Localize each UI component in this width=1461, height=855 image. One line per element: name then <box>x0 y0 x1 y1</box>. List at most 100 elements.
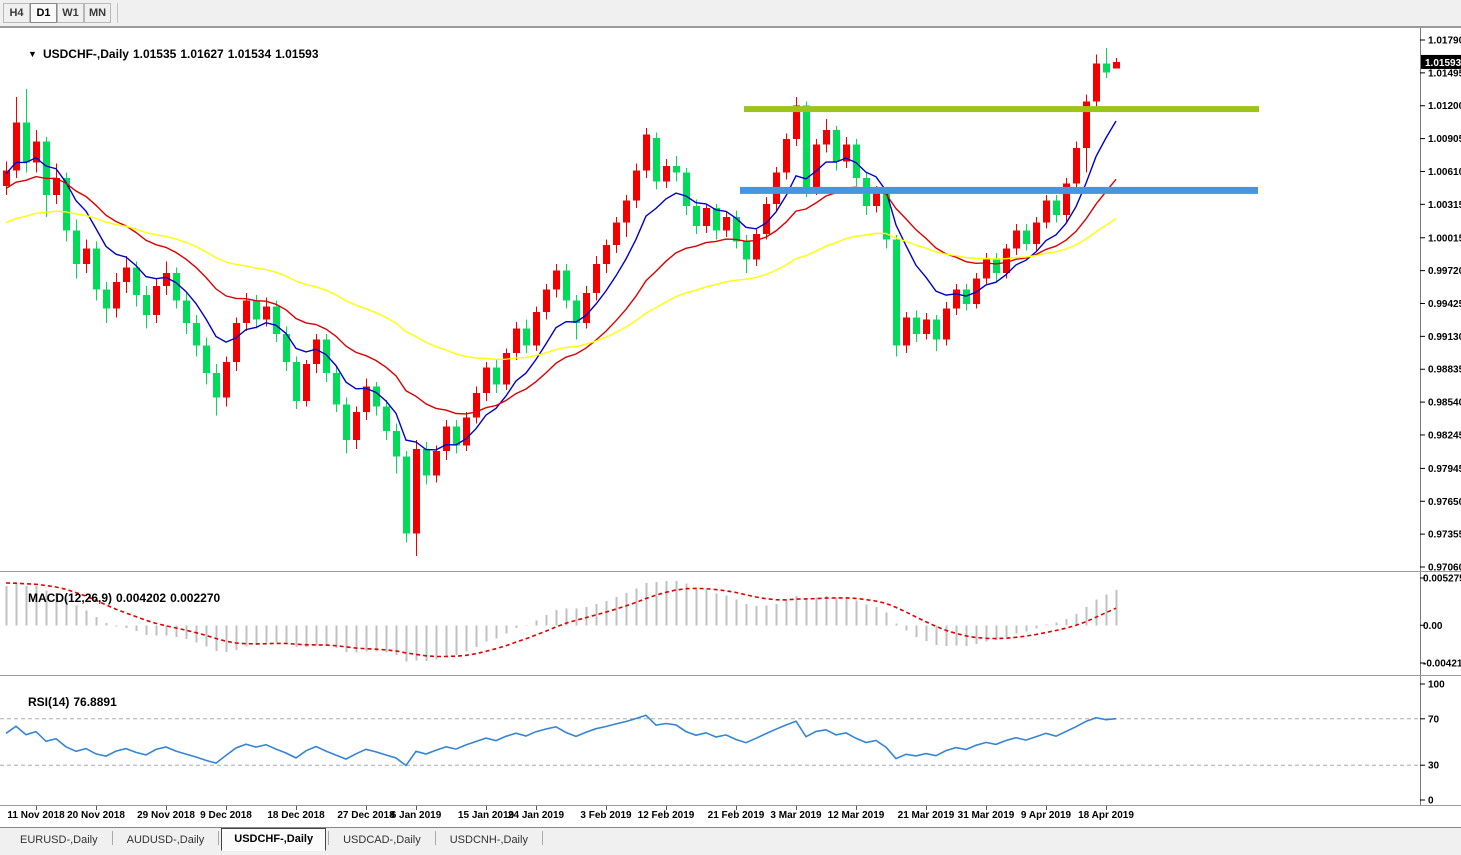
ohlc-high: 1.01627 <box>180 47 224 61</box>
date-tick <box>926 806 927 810</box>
date-tick <box>666 806 667 810</box>
current-price-label: 1.01593 <box>1421 54 1461 69</box>
tab-separator <box>111 830 113 845</box>
rsi-value: 76.8891 <box>73 695 117 709</box>
chart-tab-eurusd[interactable]: EURUSD-,Daily <box>20 834 98 846</box>
date-tick <box>366 806 367 810</box>
date-label: 20 Nov 2018 <box>67 810 125 821</box>
svg-text:1.00905: 1.00905 <box>1428 134 1461 145</box>
svg-text:30: 30 <box>1428 761 1440 772</box>
macd-panel: 0.005275 0.00 -0.00421 MACD(12,26,9) 0.0042… <box>0 571 1461 675</box>
date-tick <box>416 806 417 810</box>
svg-text:100: 100 <box>1428 680 1445 691</box>
macd-plot: 0.005275 0.00 -0.00421 <box>0 572 1461 675</box>
date-label: 3 Feb 2019 <box>580 810 632 821</box>
date-label: 9 Apr 2019 <box>1020 810 1072 821</box>
date-label: 15 Jan 2019 <box>457 810 515 821</box>
tab-separator <box>328 830 330 845</box>
macd-label: MACD(12,26,9) <box>28 591 113 605</box>
rsi-label: RSI(14) <box>28 695 70 709</box>
date-label: 21 Mar 2019 <box>897 810 955 821</box>
chart-header: ▼ USDCHF-,Daily 1.01535 1.01627 1.01534 1.015… <box>8 33 319 75</box>
date-tick <box>856 806 857 810</box>
svg-text:0.00: 0.00 <box>1423 621 1443 632</box>
svg-text:70: 70 <box>1428 714 1440 725</box>
main-chart-panel[interactable]: 1.01790 1.01495 1.01200 1.00905 1.00610 1.003… <box>0 27 1461 571</box>
svg-text:0.98245: 0.98245 <box>1428 430 1461 441</box>
svg-text:1.01200: 1.01200 <box>1428 101 1461 112</box>
price-axis[interactable]: 1.01790 1.01495 1.01200 1.00905 1.00610 1.003… <box>1420 28 1461 571</box>
ma-fast-blue <box>5 120 1117 451</box>
date-label: 9 Dec 2018 <box>200 810 252 821</box>
svg-text:0.97650: 0.97650 <box>1428 497 1461 508</box>
svg-text:1.01790: 1.01790 <box>1428 36 1461 47</box>
date-label: 6 Jan 2019 <box>390 810 442 821</box>
date-label: 21 Feb 2019 <box>707 810 765 821</box>
timeframe-button-w1[interactable]: W1 <box>57 3 84 23</box>
date-label: 18 Apr 2019 <box>1078 810 1134 821</box>
svg-text:0.97060: 0.97060 <box>1428 563 1461 572</box>
date-tick <box>1046 806 1047 810</box>
rsi-line <box>5 714 1117 767</box>
macd-signal-value: 0.002270 <box>170 591 221 605</box>
date-tick <box>796 806 797 810</box>
svg-text:1.00315: 1.00315 <box>1428 200 1461 211</box>
date-label: 12 Feb 2019 <box>637 810 695 821</box>
date-tick <box>296 806 297 810</box>
timeframe-button-mn[interactable]: MN <box>84 3 111 23</box>
chart-tab-usdcnh[interactable]: USDCNH-,Daily <box>449 834 528 846</box>
ohlc-low: 1.01534 <box>227 47 272 61</box>
date-label: 24 Jan 2019 <box>507 810 565 821</box>
svg-text:-0.00421: -0.00421 <box>1423 659 1461 670</box>
tab-separator <box>218 830 220 845</box>
svg-text:1.00610: 1.00610 <box>1428 167 1461 178</box>
svg-text:1.01495: 1.01495 <box>1428 68 1461 79</box>
date-label: 3 Mar 2019 <box>770 810 822 821</box>
svg-text:0.98835: 0.98835 <box>1428 365 1461 376</box>
svg-text:1.00015: 1.00015 <box>1428 233 1461 244</box>
date-label: 11 Nov 2018 <box>7 810 65 821</box>
date-label: 31 Mar 2019 <box>957 810 1015 821</box>
svg-text:0.99130: 0.99130 <box>1428 332 1461 343</box>
candlestick-chart[interactable]: 1.01790 1.01495 1.01200 1.00905 1.00610 1.003… <box>0 28 1461 571</box>
date-label: 18 Dec 2018 <box>267 810 325 821</box>
macd-axis: 0.005275 0.00 -0.00421 <box>1420 572 1461 675</box>
timeframe-toolbar: H4 D1 W1 MN <box>0 0 1461 27</box>
svg-text:1.01593: 1.01593 <box>1425 58 1461 69</box>
date-tick <box>606 806 607 810</box>
svg-text:0.99425: 0.99425 <box>1428 299 1461 310</box>
svg-text:0.99720: 0.99720 <box>1428 266 1461 277</box>
macd-header: MACD(12,26,9) 0.004202 0.002270 <box>8 577 220 619</box>
timeframe-button-h4[interactable]: H4 <box>3 3 30 23</box>
chart-tab-usdcad[interactable]: USDCAD-,Daily <box>343 834 421 846</box>
tab-separator <box>434 830 436 845</box>
date-label: 12 Mar 2019 <box>827 810 885 821</box>
support-line[interactable] <box>740 186 1258 194</box>
date-tick <box>736 806 737 810</box>
date-tick <box>486 806 487 810</box>
ma-medium-red <box>5 175 1117 415</box>
chart-tab-audusd[interactable]: AUDUSD-,Daily <box>126 834 205 846</box>
ohlc-open: 1.01535 <box>132 47 177 61</box>
date-tick <box>36 806 37 810</box>
rsi-axis: 100 70 30 0 <box>1420 676 1445 806</box>
macd-main-value: 0.004202 <box>116 591 167 605</box>
svg-text:0.97355: 0.97355 <box>1428 530 1461 541</box>
tab-separator <box>541 830 543 845</box>
rsi-header: RSI(14) 76.8891 <box>8 681 117 723</box>
rsi-plot: 100 70 30 0 <box>0 676 1461 806</box>
date-tick <box>986 806 987 810</box>
timeframe-button-d1[interactable]: D1 <box>30 3 57 23</box>
resistance-line[interactable] <box>744 106 1259 113</box>
date-tick <box>536 806 537 810</box>
symbol-dropdown-icon[interactable]: ▼ <box>28 49 37 59</box>
macd-signal-line <box>5 582 1117 658</box>
toolbar-separator <box>117 3 118 23</box>
chart-tab-usdchf[interactable]: USDCHF-,Daily <box>221 828 327 851</box>
date-axis[interactable]: 11 Nov 2018 20 Nov 2018 29 Nov 2018 9 Dec 2… <box>0 805 1461 827</box>
svg-text:0: 0 <box>1428 796 1434 807</box>
date-tick <box>1106 806 1107 810</box>
macd-histogram <box>5 580 1118 662</box>
symbol-label: USDCHF-,Daily <box>42 47 129 61</box>
